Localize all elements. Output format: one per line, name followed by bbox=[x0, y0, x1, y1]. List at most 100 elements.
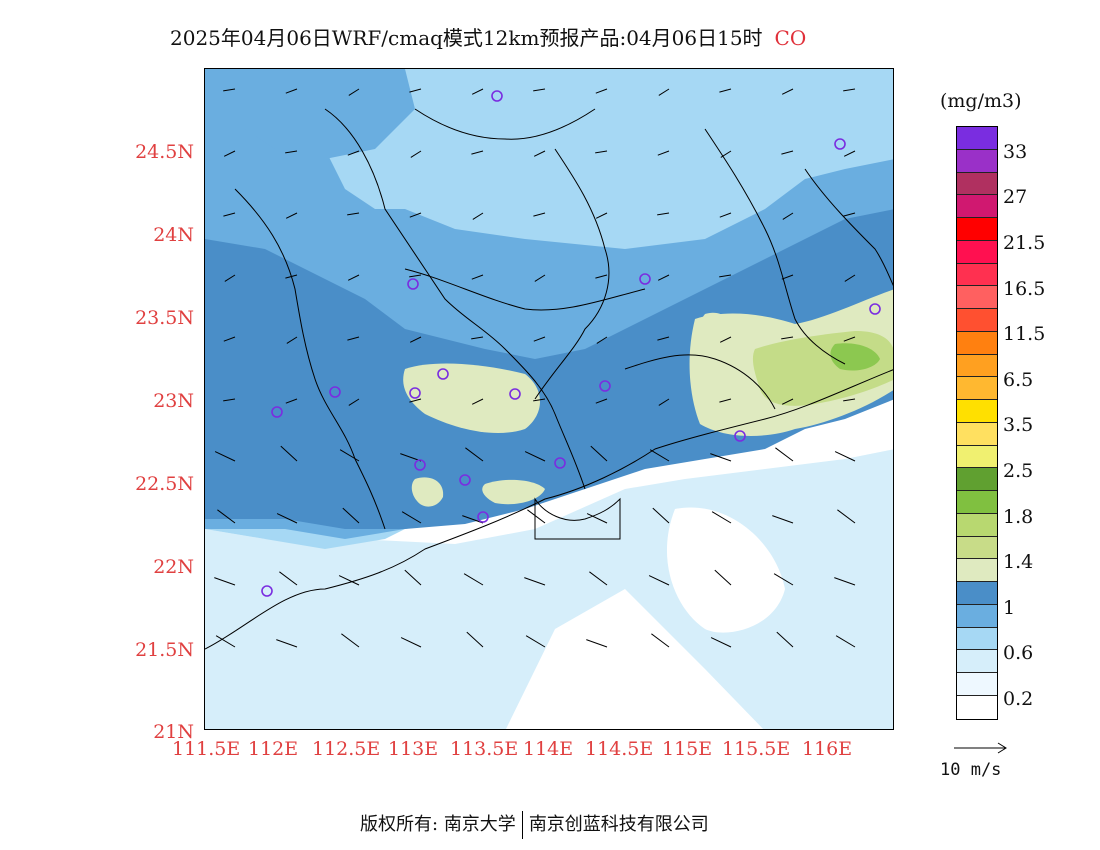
lat-label: 21N bbox=[153, 721, 194, 743]
wind-vector bbox=[657, 274, 670, 281]
wind-vector bbox=[472, 212, 484, 220]
wind-vector bbox=[276, 639, 298, 648]
color-bar-cell bbox=[957, 240, 997, 264]
color-bar-cell bbox=[957, 331, 997, 355]
legend-tick: 33 bbox=[1003, 141, 1028, 163]
color-bar-cell bbox=[957, 627, 997, 651]
admin-boundaries bbox=[205, 108, 893, 650]
wind-vector bbox=[471, 274, 484, 280]
wind-vector bbox=[214, 577, 236, 586]
lat-label: 24N bbox=[153, 224, 194, 246]
wind-vector bbox=[781, 398, 794, 405]
footer-divider bbox=[521, 811, 523, 839]
wind-vector bbox=[533, 150, 546, 157]
color-bar-cell bbox=[957, 377, 997, 400]
lon-label: 113.5E bbox=[450, 738, 519, 760]
legend-tick: 21.5 bbox=[1003, 232, 1046, 254]
station-marker bbox=[261, 585, 273, 597]
wind-vector bbox=[347, 212, 360, 216]
lon-label: 114E bbox=[523, 738, 574, 760]
wind-vector bbox=[710, 637, 732, 648]
wind-vector bbox=[719, 88, 732, 93]
lon-label: 115E bbox=[662, 738, 713, 760]
wind-vector bbox=[471, 88, 484, 95]
wind-vector bbox=[409, 336, 422, 343]
wind-vector bbox=[348, 88, 360, 96]
concentration-map bbox=[205, 69, 893, 729]
legend-tick: 2.5 bbox=[1003, 460, 1034, 482]
station-marker bbox=[734, 430, 746, 442]
wind-vector bbox=[217, 509, 236, 524]
org-chuanglan: 南京创蓝科技有限公司 bbox=[528, 814, 709, 835]
station-marker bbox=[639, 273, 651, 285]
wind-vector bbox=[527, 509, 546, 524]
wind-vector bbox=[338, 575, 360, 586]
wind-vector bbox=[463, 573, 484, 586]
lat-label: 23.5N bbox=[135, 307, 194, 329]
legend-tick: 3.5 bbox=[1003, 414, 1034, 436]
wind-vector bbox=[286, 336, 298, 344]
vector-reference-label: 10 m/s bbox=[940, 760, 1002, 780]
wind-vector bbox=[719, 212, 732, 218]
wind-vector bbox=[835, 635, 856, 648]
color-bar-cell bbox=[957, 195, 997, 218]
wind-vector bbox=[657, 150, 670, 156]
color-bar-cell bbox=[957, 172, 997, 196]
wind-vector bbox=[224, 274, 236, 282]
color-bar-cell bbox=[957, 218, 997, 241]
wind-vector bbox=[215, 635, 236, 648]
wind-vector bbox=[843, 88, 856, 92]
wind-vector bbox=[401, 511, 422, 524]
wind-vector bbox=[843, 336, 856, 342]
color-bar-cell bbox=[957, 309, 997, 332]
wind-vector bbox=[465, 447, 484, 462]
lat-label: 21.5N bbox=[135, 639, 194, 661]
wind-vector bbox=[400, 637, 422, 648]
color-bar-cell bbox=[957, 422, 997, 446]
wind-vector bbox=[347, 274, 360, 281]
elevated-patch-6 bbox=[482, 479, 545, 505]
wind-vector bbox=[711, 511, 732, 524]
color-bar-cell bbox=[957, 445, 997, 469]
wind-vector bbox=[279, 571, 298, 586]
wind-vector bbox=[466, 631, 484, 648]
color-bar-cell bbox=[957, 695, 997, 719]
wind-vector bbox=[775, 447, 794, 462]
station-marker bbox=[477, 511, 489, 523]
station-marker bbox=[437, 368, 449, 380]
title-text: 2025年04月06日WRF/cmaq模式12km预报产品:04月06日15时 bbox=[170, 26, 763, 50]
elevated-patch-4 bbox=[830, 343, 880, 371]
wind-vector bbox=[285, 150, 298, 154]
wind-vector bbox=[285, 88, 298, 94]
wind-vector bbox=[781, 150, 794, 155]
color-bar-cell bbox=[957, 400, 997, 423]
wind-vector bbox=[533, 336, 546, 342]
wind-vector bbox=[843, 398, 856, 402]
station-marker bbox=[491, 90, 503, 102]
pollutant-label: CO bbox=[774, 26, 807, 50]
lon-label: 112.5E bbox=[312, 738, 381, 760]
org-nju: 南京大学 bbox=[443, 814, 516, 835]
wind-vector bbox=[834, 577, 856, 586]
wind-vector bbox=[223, 336, 236, 342]
station-marker bbox=[599, 380, 611, 392]
wind-vector bbox=[347, 336, 360, 341]
legend-tick: 1.8 bbox=[1003, 506, 1034, 528]
lon-label: 116E bbox=[802, 738, 853, 760]
wind-vector bbox=[595, 150, 608, 154]
station-marker bbox=[554, 457, 566, 469]
legend-tick: 1 bbox=[1003, 597, 1016, 619]
wind-vectors bbox=[214, 88, 856, 648]
station-marker bbox=[869, 303, 881, 315]
wind-vector bbox=[534, 274, 546, 282]
map-panel bbox=[204, 68, 894, 730]
color-bar-cell bbox=[957, 127, 997, 150]
monitoring-stations bbox=[261, 90, 881, 597]
wind-vector bbox=[471, 150, 484, 155]
station-marker bbox=[271, 406, 283, 418]
wind-vector bbox=[837, 509, 856, 524]
lon-label: 114.5E bbox=[585, 738, 654, 760]
wind-vector bbox=[471, 398, 484, 405]
wind-vector bbox=[285, 274, 298, 279]
wind-vector bbox=[595, 88, 608, 94]
